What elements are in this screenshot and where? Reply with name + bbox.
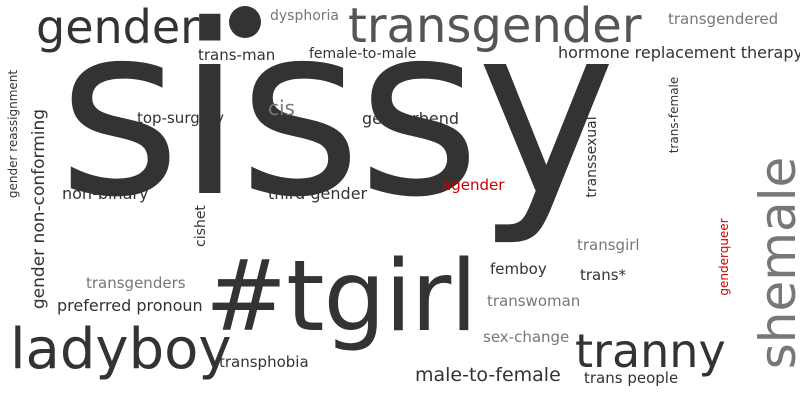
word-sex-change: sex-change (483, 328, 570, 346)
word-genderbend: genderbend (362, 109, 460, 128)
word-tgirl: #tgirl (205, 240, 477, 354)
word-transgendered: transgendered (668, 10, 779, 28)
word-tranny: tranny (575, 324, 726, 378)
word-trans-people: trans people (584, 369, 679, 387)
word-gender: gender (36, 0, 200, 54)
word-transgender: transgender (348, 0, 642, 54)
word-non-binary: non-binary (62, 184, 149, 203)
word-ladyboy: ladyboy (10, 317, 232, 382)
word-male-to-female: male-to-female (415, 364, 561, 386)
dot-mark (229, 6, 261, 38)
word-transsexual: transsexual (584, 116, 600, 198)
word-third-gender: third gender (268, 184, 368, 203)
word-cis: cis (268, 96, 295, 120)
word-trans-female: trans-female (667, 76, 681, 154)
word-trans-star: trans* (580, 266, 627, 284)
word-female-to-male: female-to-male (309, 46, 417, 62)
word-dysphoria: dysphoria (270, 8, 340, 24)
word-trans-man: trans-man (198, 46, 276, 64)
word-femboy: femboy (490, 260, 547, 278)
word-agender: agender (442, 176, 505, 194)
word-genderqueer: genderqueer (717, 218, 731, 296)
word-sissy: sissy (58, 0, 616, 249)
word-transwoman: transwoman (487, 292, 581, 310)
word-gender-non-conforming: gender non-conforming (29, 108, 49, 310)
word-transgenders: transgenders (86, 274, 186, 292)
word-shemale: shemale (749, 156, 800, 370)
word-top-surgery: top-surgery (137, 109, 225, 127)
word-preferred-pronoun: preferred pronoun (57, 296, 203, 315)
word-transgirl: transgirl (577, 236, 640, 254)
word-hormone-replacement-therapy: hormone replacement therapy (558, 43, 800, 62)
word-gender-reassignment: gender reassignment (6, 69, 20, 199)
word-cishet: cishet (193, 205, 209, 247)
word-transphobia: transphobia (219, 353, 309, 371)
